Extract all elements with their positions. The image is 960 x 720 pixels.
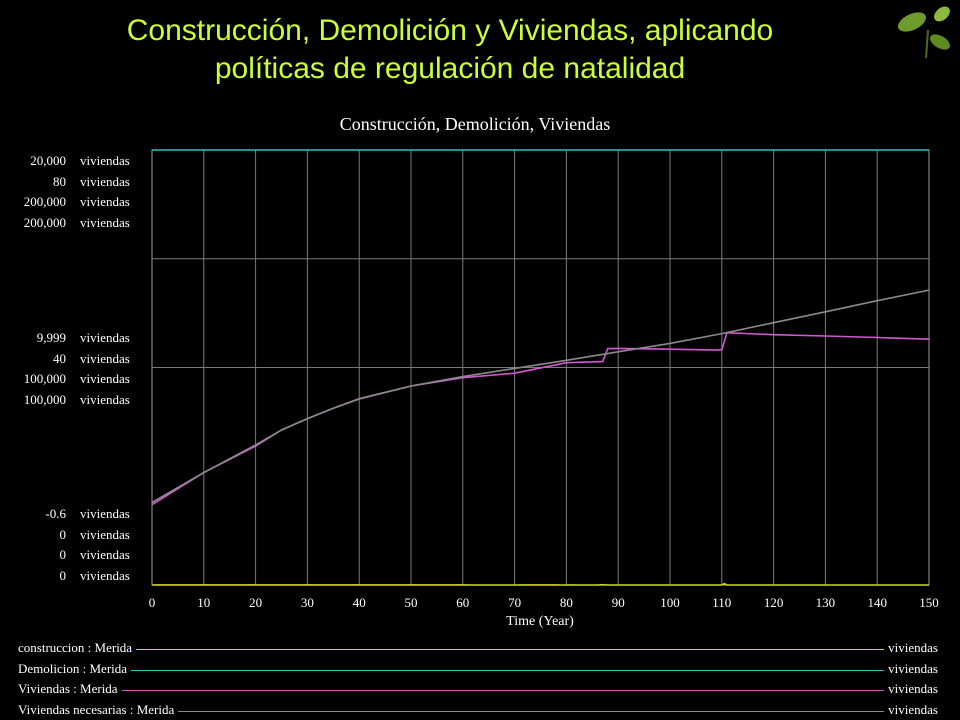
x-tick-label: 20 bbox=[249, 595, 262, 610]
x-tick-label: 0 bbox=[149, 595, 156, 610]
y-tick-unit: viviendas bbox=[80, 194, 130, 209]
y-tick-label: 20,000 viviendas bbox=[30, 153, 170, 171]
x-tick-label: 150 bbox=[919, 595, 939, 610]
x-tick-label: 140 bbox=[867, 595, 887, 610]
x-tick-label: 70 bbox=[508, 595, 521, 610]
legend-unit: viviendas bbox=[884, 701, 938, 718]
y-tick-label: 200,000 viviendas bbox=[24, 194, 170, 212]
legend-label: construccion : Merida bbox=[18, 640, 137, 656]
series-line-1 bbox=[151, 582, 929, 586]
y-tick-unit: viviendas bbox=[80, 330, 130, 345]
y-tick-unit: viviendas bbox=[80, 567, 130, 583]
y-tick-unit: viviendas bbox=[80, 506, 130, 521]
legend-unit: viviendas bbox=[884, 640, 938, 656]
x-tick-label: 40 bbox=[353, 595, 366, 610]
series-line-4 bbox=[151, 289, 930, 504]
slide-title-line-2: políticas de regulación de natalidad bbox=[214, 52, 686, 85]
chart-title: Construcción, Demolición, Viviendas bbox=[339, 114, 611, 134]
y-tick-unit: viviendas bbox=[80, 371, 130, 386]
y-tick-value: 0 bbox=[59, 567, 67, 583]
slide-title: Construcción, Demolición y Viviendas, ap… bbox=[20, 12, 880, 88]
legend-swatch-line bbox=[18, 669, 938, 671]
y-tick-value: -0.6 bbox=[45, 506, 66, 521]
y-tick-value: 20,000 bbox=[30, 153, 66, 168]
y-tick-label: 0 viviendas bbox=[60, 567, 170, 586]
legend-item: Viviendas : Merida viviendas bbox=[18, 681, 938, 699]
line-chart: 0 10 20 30 40 50 60 70 80 90 100 110 120 130 140 150 Tim… bbox=[149, 149, 939, 629]
y-tick-value: 40 bbox=[53, 350, 66, 366]
legend-item: Viviendas necesarias : Merida viviendas bbox=[18, 701, 938, 720]
y-tick-label: 0 viviendas bbox=[60, 526, 170, 545]
y-tick-value: 80 bbox=[53, 173, 66, 189]
x-tick-label: 80 bbox=[560, 595, 573, 610]
y-tick-label: 0 viviendas bbox=[60, 547, 170, 565]
y-tick-value: 9,999 bbox=[36, 330, 66, 345]
slide-title-line-1: Construcción, Demolición y Viviendas, ap… bbox=[126, 14, 774, 47]
x-tick-label: 120 bbox=[764, 595, 784, 610]
legend-swatch-line bbox=[18, 690, 938, 691]
y-tick-unit: viviendas bbox=[80, 547, 130, 562]
x-tick-label: 60 bbox=[456, 595, 469, 610]
y-tick-unit: viviendas bbox=[80, 526, 130, 542]
legend-item: construccion : Merida viviendas bbox=[18, 640, 938, 658]
y-tick-value: 0 bbox=[59, 526, 67, 542]
y-tick-label: 200,000 viviendas bbox=[24, 214, 170, 233]
y-tick-value: 0 bbox=[59, 547, 67, 562]
x-axis-label: Time (Year) bbox=[506, 614, 574, 629]
y-tick-label: 100,000 viviendas bbox=[24, 371, 170, 389]
sprout-leaves-icon bbox=[897, 6, 950, 59]
x-tick-label: 50 bbox=[405, 595, 418, 610]
x-tick-label: 90 bbox=[612, 595, 625, 610]
legend-swatch-line bbox=[18, 649, 938, 650]
legend-label: Viviendas necesarias : Merida bbox=[18, 701, 179, 718]
legend-unit: viviendas bbox=[884, 660, 938, 677]
legend-label: Demolicion : Merida bbox=[18, 660, 132, 677]
x-tick-label: 10 bbox=[197, 595, 210, 610]
y-tick-value: 100,000 bbox=[23, 371, 66, 386]
y-tick-unit: viviendas bbox=[80, 391, 130, 407]
y-tick-unit: viviendas bbox=[80, 153, 130, 168]
y-tick-value: 100,000 bbox=[23, 391, 66, 407]
x-tick-label: 30 bbox=[301, 595, 314, 610]
legend-label: Viviendas : Merida bbox=[18, 681, 122, 697]
x-tick-label: 130 bbox=[816, 595, 836, 610]
y-tick-label: 100,000 viviendas bbox=[24, 391, 170, 410]
y-tick-label: 80 viviendas bbox=[53, 173, 170, 192]
legend-item: Demolicion : Merida viviendas bbox=[18, 660, 938, 679]
y-tick-label: -0.6 viviendas bbox=[45, 506, 170, 524]
x-tick-label: 110 bbox=[712, 595, 731, 610]
y-tick-value: 200,000 bbox=[23, 214, 66, 230]
y-tick-value: 200,000 bbox=[23, 194, 66, 209]
y-tick-label: 9,999 viviendas bbox=[37, 330, 170, 348]
y-tick-unit: viviendas bbox=[80, 214, 130, 230]
y-tick-unit: viviendas bbox=[80, 350, 130, 366]
legend-unit: viviendas bbox=[884, 681, 938, 697]
legend-swatch-line bbox=[18, 710, 938, 712]
y-tick-unit: viviendas bbox=[80, 173, 130, 189]
x-tick-label: 100 bbox=[660, 595, 680, 610]
y-tick-label: 40 viviendas bbox=[53, 350, 170, 369]
